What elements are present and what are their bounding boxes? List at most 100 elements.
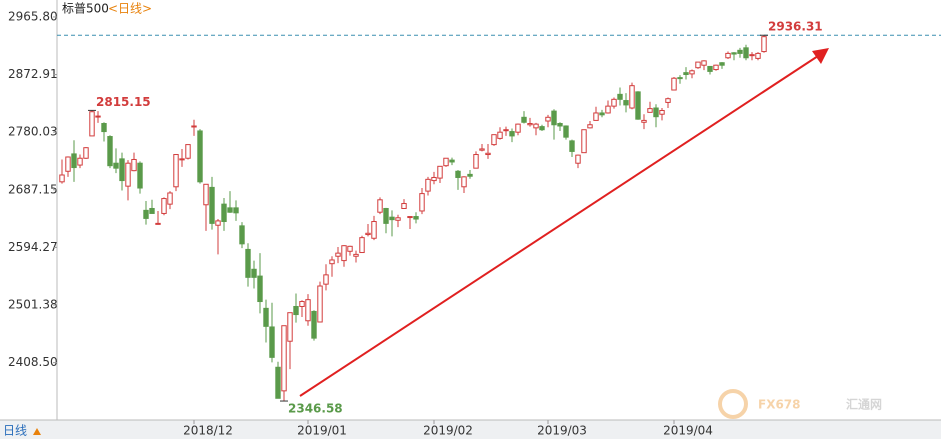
candle-body [317, 285, 323, 323]
candle-body [185, 144, 191, 159]
candle-body [695, 61, 701, 69]
period-button[interactable]: 日线 [3, 424, 27, 438]
candle-body [449, 159, 455, 163]
trend-arrow-line [299, 55, 819, 397]
candle-body [323, 274, 329, 285]
candle-body [593, 112, 599, 121]
candle-body [125, 162, 131, 187]
candle-body [599, 112, 605, 116]
candle-body [713, 64, 719, 71]
chart-title: 标普500 [62, 2, 109, 16]
candle-body [443, 157, 449, 167]
candle-body [287, 312, 293, 342]
candle-body [119, 158, 125, 182]
candle-body [299, 301, 305, 307]
candle-body [209, 186, 215, 224]
candle-body [347, 245, 353, 252]
candle-body [371, 221, 377, 239]
candle-body [743, 47, 749, 59]
candle-body [95, 115, 101, 118]
extreme-label: 2815.15 [96, 95, 151, 109]
trend-arrow-head [812, 48, 829, 64]
candle-body [509, 131, 515, 137]
candle-body [215, 220, 221, 226]
period-button-arrow[interactable] [33, 428, 41, 435]
watermark-site: 汇通网 [846, 397, 882, 412]
extreme-label: 2936.31 [768, 20, 823, 34]
candle-body [71, 153, 77, 169]
period-tag[interactable]: <日线> [108, 2, 152, 16]
candle-body [653, 107, 659, 118]
candle-body [281, 325, 287, 392]
candle-body [143, 209, 149, 219]
y-tick-label: 2872.91 [8, 67, 58, 81]
candle-body [353, 253, 359, 257]
watermark-brand: FX678 [758, 398, 801, 412]
y-tick-label: 2408.50 [8, 355, 58, 369]
x-tick-label: 2019/02 [423, 424, 473, 438]
y-tick-label: 2687.15 [8, 182, 58, 196]
candle-body [389, 216, 395, 221]
candle-body [587, 124, 593, 129]
y-tick-label: 2780.03 [8, 125, 58, 139]
candle-body [419, 193, 425, 212]
candle-body [305, 299, 311, 322]
candle-body [227, 207, 233, 213]
candle-body [107, 136, 113, 167]
candle-body [275, 366, 281, 399]
candle-body [641, 119, 647, 123]
candle-body [359, 237, 365, 254]
candle-body [395, 217, 401, 221]
candle-body [377, 199, 383, 213]
candle-body [737, 49, 743, 54]
candle-body [431, 176, 437, 182]
candle-body [683, 72, 689, 76]
candle-body [545, 116, 551, 122]
x-tick-label: 2019/03 [537, 424, 587, 438]
candle-body [707, 65, 713, 72]
watermark-logo [718, 389, 748, 419]
candle-body [533, 123, 539, 129]
candle-body [59, 174, 65, 183]
candle-body [257, 275, 263, 303]
candle-body [365, 232, 371, 236]
candle-body [137, 162, 143, 189]
candle-body [335, 252, 341, 257]
candle-body [239, 225, 245, 245]
candle-body [689, 70, 695, 75]
candle-body [473, 154, 479, 169]
candle-body [437, 165, 443, 179]
candle-body [383, 207, 389, 224]
candle-body [629, 85, 635, 109]
watermark: FX678 汇通网 [718, 389, 882, 419]
candle-body [569, 140, 575, 152]
candle-body [485, 152, 491, 156]
candle-body [467, 173, 473, 177]
candle-body [149, 207, 155, 214]
candle-body [749, 54, 755, 57]
candle-body [521, 116, 527, 123]
candle-body [341, 245, 347, 262]
candle-body [311, 310, 317, 339]
candle-body [725, 52, 731, 59]
candle-body [719, 62, 725, 66]
candle-body [191, 125, 197, 128]
x-tick-label: 2019/04 [663, 424, 713, 438]
candle-body [245, 248, 251, 278]
candle-body [575, 154, 581, 164]
y-tick-label: 2594.27 [8, 240, 58, 254]
candle-body [83, 147, 89, 159]
candle-body [635, 91, 641, 120]
candle-body [329, 259, 335, 265]
candle-body [491, 134, 497, 146]
candle-body [623, 100, 629, 106]
candle-body [701, 60, 707, 66]
candle-body [479, 148, 485, 151]
candle-body [203, 183, 209, 206]
candle-body [605, 105, 611, 114]
candle-body [131, 158, 137, 172]
y-tick-label: 2965.80 [8, 9, 58, 23]
candle-body [89, 111, 95, 137]
